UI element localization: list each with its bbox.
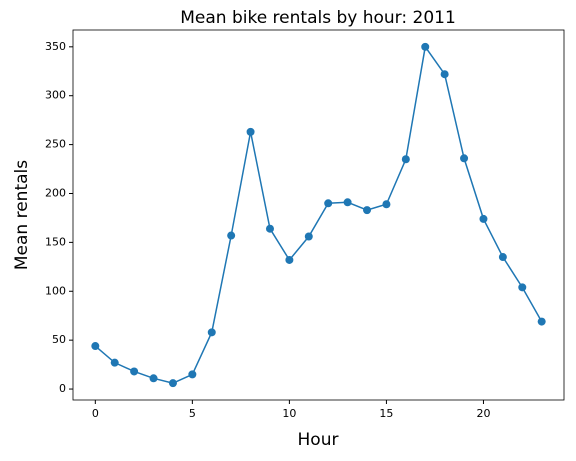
data-point xyxy=(440,70,449,79)
x-tick-label: 10 xyxy=(282,407,296,420)
data-point xyxy=(421,42,430,51)
data-point xyxy=(498,253,507,262)
data-point xyxy=(537,317,546,326)
data-line xyxy=(94,44,543,384)
data-point xyxy=(246,127,255,136)
y-tick-label: 100 xyxy=(45,284,66,297)
data-point xyxy=(168,379,177,388)
data-point xyxy=(265,224,274,233)
y-tick-label: 300 xyxy=(45,89,66,102)
data-point xyxy=(91,342,100,351)
x-tick-label: 20 xyxy=(476,407,490,420)
data-point xyxy=(324,199,333,208)
data-point xyxy=(401,155,410,164)
y-tick-label: 250 xyxy=(45,138,66,151)
data-point xyxy=(343,198,352,207)
x-axis-label: Hour xyxy=(298,430,339,450)
x-tick-label: 5 xyxy=(189,407,196,420)
y-tick-label: 0 xyxy=(59,382,66,395)
data-point xyxy=(149,374,158,383)
data-point xyxy=(304,232,313,241)
data-point xyxy=(479,214,488,223)
y-tick-label: 350 xyxy=(45,40,66,53)
y-tick-label: 50 xyxy=(52,333,66,346)
y-tick-label: 150 xyxy=(45,235,66,248)
data-point xyxy=(363,206,372,215)
x-tick-label: 15 xyxy=(379,407,393,420)
data-point xyxy=(110,358,119,367)
chart-title: Mean bike rentals by hour: 2011 xyxy=(180,8,456,28)
data-point xyxy=(227,231,236,240)
x-tick-label: 0 xyxy=(92,407,99,420)
data-point xyxy=(285,255,294,264)
data-point xyxy=(460,154,469,163)
data-point xyxy=(518,283,527,292)
plot-frame xyxy=(72,29,565,401)
y-tick-label: 200 xyxy=(45,186,66,199)
data-point xyxy=(130,367,139,376)
data-point xyxy=(188,370,197,379)
y-axis-label: Mean rentals xyxy=(12,160,32,270)
data-point xyxy=(207,328,216,337)
data-point xyxy=(382,200,391,209)
